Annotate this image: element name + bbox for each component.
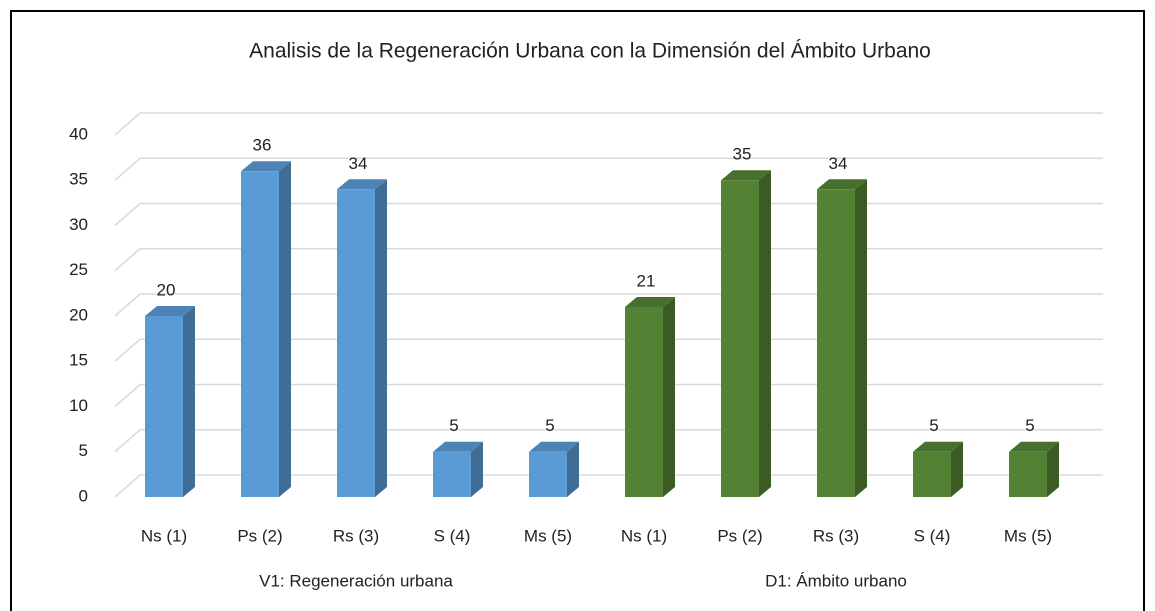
- x-tick-label: Rs (3): [813, 526, 859, 545]
- x-tick-label: Ms (5): [1004, 526, 1052, 545]
- data-label: 5: [545, 416, 554, 435]
- bar-top: [337, 179, 387, 190]
- bar-side: [279, 161, 291, 497]
- grid-line: [114, 429, 1103, 453]
- bar: [625, 296, 675, 497]
- bar-front: [433, 451, 471, 497]
- grid-line: [114, 338, 1103, 362]
- x-tick-label: S (4): [434, 526, 471, 545]
- bar-side: [759, 170, 771, 497]
- bar: [337, 179, 387, 498]
- bar-top: [721, 170, 771, 181]
- data-label: 20: [157, 280, 176, 299]
- x-tick-label: Ns (1): [141, 526, 187, 545]
- data-label: 5: [929, 416, 938, 435]
- y-tick-label: 25: [69, 260, 88, 279]
- data-label: 5: [1025, 416, 1034, 435]
- bar-side: [375, 179, 387, 498]
- bar-side: [951, 441, 963, 497]
- bar-front: [337, 189, 375, 498]
- group-label: V1: Regeneración urbana: [259, 571, 453, 590]
- data-label: 36: [253, 136, 272, 155]
- bar: [433, 441, 483, 497]
- bar: [241, 161, 291, 497]
- x-tick-label: Ps (2): [237, 526, 282, 545]
- bar-top: [817, 179, 867, 190]
- bar-front: [1009, 451, 1047, 497]
- bar-top: [625, 296, 675, 307]
- bar: [1009, 441, 1059, 497]
- data-label: 35: [733, 145, 752, 164]
- x-tick-label: Ps (2): [717, 526, 762, 545]
- grid-line: [114, 293, 1103, 317]
- bar-top: [913, 441, 963, 452]
- y-tick-label: 10: [69, 396, 88, 415]
- chart-border: [10, 10, 1145, 611]
- data-label: 34: [829, 154, 848, 173]
- bar-top: [145, 306, 195, 316]
- bar-front: [241, 171, 279, 497]
- bar-side: [663, 296, 675, 497]
- y-tick-label: 15: [69, 351, 88, 370]
- y-tick-label: 20: [69, 305, 88, 324]
- bar: [913, 441, 963, 497]
- bar-side: [183, 306, 195, 497]
- bar-front: [817, 189, 855, 498]
- grid-line: [114, 157, 1103, 181]
- x-tick-label: Rs (3): [333, 526, 379, 545]
- bar-front: [145, 316, 183, 497]
- y-tick-label: 0: [79, 486, 88, 505]
- y-tick-label: 30: [69, 215, 88, 234]
- bar-front: [721, 180, 759, 497]
- y-tick-label: 40: [69, 124, 88, 143]
- grid-line: [114, 474, 1103, 498]
- x-tick-label: Ns (1): [621, 526, 667, 545]
- bar-top: [241, 161, 291, 172]
- grid-line: [114, 202, 1103, 227]
- bar-front: [625, 306, 663, 497]
- bar-side: [1047, 441, 1059, 497]
- group-label: D1: Ámbito urbano: [765, 571, 907, 590]
- x-tick-label: Ms (5): [524, 526, 572, 545]
- bar-side: [471, 441, 483, 497]
- bar: [529, 441, 579, 497]
- x-tick-label: S (4): [914, 526, 951, 545]
- bar-top: [433, 441, 483, 452]
- data-label: 34: [349, 154, 368, 173]
- bar: [721, 170, 771, 497]
- bar-side: [855, 179, 867, 498]
- data-label: 21: [637, 271, 656, 290]
- grid-line: [114, 383, 1103, 408]
- grid-line: [114, 112, 1103, 136]
- bar-side: [567, 441, 579, 497]
- bar-front: [913, 451, 951, 497]
- y-tick-label: 35: [69, 170, 88, 189]
- bar: [145, 306, 195, 497]
- chart-title: Analisis de la Regeneración Urbana con l…: [249, 40, 931, 63]
- bar-top: [1009, 441, 1059, 452]
- bar-top: [529, 441, 579, 452]
- data-label: 5: [449, 416, 458, 435]
- bar-front: [529, 451, 567, 497]
- bar: [817, 179, 867, 498]
- grid-line: [114, 248, 1103, 272]
- y-tick-label: 5: [79, 441, 88, 460]
